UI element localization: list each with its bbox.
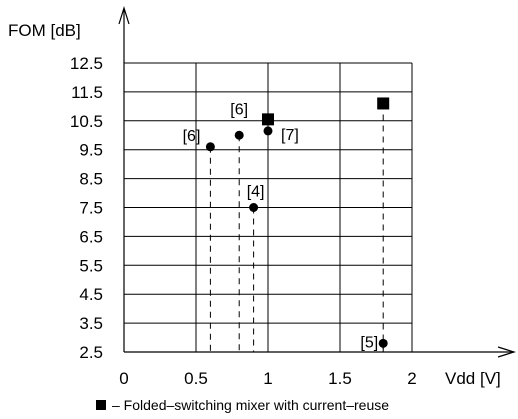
point-label: [6] xyxy=(230,101,248,118)
y-tick-label: 7.5 xyxy=(79,199,103,218)
y-tick-label: 6.5 xyxy=(79,227,103,246)
x-tick-label: 0.5 xyxy=(184,369,208,388)
legend-text: – Folded–switching mixer with current–re… xyxy=(112,397,389,413)
axes xyxy=(118,5,517,358)
y-axis-title: FOM [dB] xyxy=(8,21,81,40)
square-marker xyxy=(262,113,274,126)
point-label: [6] xyxy=(183,128,201,145)
point-label: [5] xyxy=(360,334,378,351)
y-tick-label: 11.5 xyxy=(71,83,103,102)
x-tick-label: 2 xyxy=(407,369,416,388)
tick-labels: 2.53.54.55.56.57.58.59.510.511.512.50 0.5… xyxy=(70,54,417,388)
circle-marker xyxy=(249,203,259,212)
legend: – Folded–switching mixer with current–re… xyxy=(96,397,389,413)
y-tick-label: 8.5 xyxy=(79,170,103,189)
data-marks xyxy=(205,97,390,348)
x-tick-label: 0 xyxy=(119,369,128,388)
circle-marker xyxy=(263,126,273,136)
y-tick-label: 5.5 xyxy=(79,256,103,275)
legend-square-marker xyxy=(96,400,106,410)
x-axis-arrow xyxy=(497,346,517,358)
circle-marker xyxy=(234,130,244,140)
y-axis-arrow xyxy=(118,5,130,25)
circle-marker xyxy=(205,142,215,152)
square-marker xyxy=(377,97,390,110)
x-tick-label: 1 xyxy=(263,369,272,388)
x-tick-label: 1.5 xyxy=(328,369,352,388)
y-tick-label: 3.5 xyxy=(79,314,103,333)
point-label: [4] xyxy=(247,184,265,201)
point-labels: [6] [6] [4] [7] [5] xyxy=(183,101,379,351)
y-tick-label: 9.5 xyxy=(79,141,103,160)
point-label: [7] xyxy=(281,127,299,144)
y-tick-label: 12.5 xyxy=(70,54,103,73)
circle-marker xyxy=(378,338,388,348)
y-tick-label: 10.5 xyxy=(70,112,103,131)
y-tick-label: 2.5 xyxy=(79,343,103,362)
y-tick-label: 4.5 xyxy=(79,285,103,304)
x-axis-title: Vdd [V] xyxy=(445,369,501,388)
